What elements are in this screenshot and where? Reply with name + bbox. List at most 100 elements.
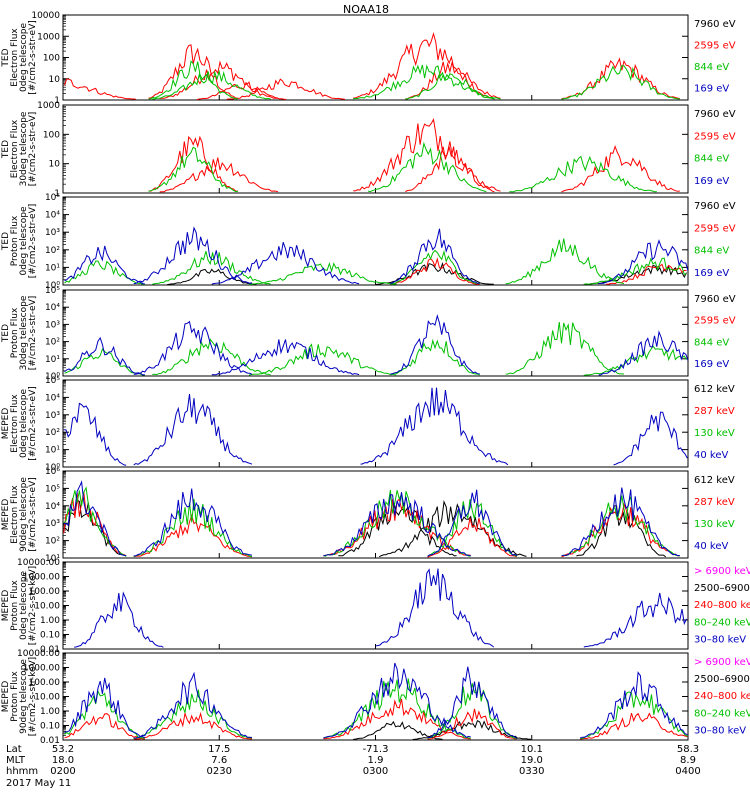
footer-mlt-value: 18.0	[52, 755, 74, 766]
series-trace	[580, 712, 688, 740]
series-trace	[64, 677, 146, 739]
footer-mlt-value: 19.0	[521, 755, 543, 766]
y-axis-label-line: Proton Flux	[10, 671, 20, 722]
legend-entry: 2595 eV	[694, 131, 736, 142]
legend-entry: 7960 eV	[694, 109, 736, 120]
y-axis-label-line: Proton Flux	[10, 580, 20, 631]
legend-entry: 2595 eV	[694, 316, 736, 327]
legend-entry: 240–800 keV	[694, 600, 750, 611]
legend-entry: 844 eV	[694, 62, 729, 73]
series-trace	[211, 242, 360, 285]
y-tick-label: 100	[43, 54, 60, 64]
series-trace	[63, 402, 127, 466]
traces	[148, 117, 680, 193]
y-tick-label: 10¹	[45, 554, 60, 564]
series-trace	[148, 135, 238, 192]
figure-title: NOAA18	[343, 3, 389, 16]
series-trace	[390, 249, 480, 285]
footer-hhmm-value: 0200	[50, 766, 75, 777]
series-trace	[598, 239, 688, 285]
y-axis-label: TEDElectron Flux0deg telescope[#/cm2-s-s…	[1, 20, 38, 95]
series-trace	[561, 65, 680, 100]
y-axis-label-line: 0deg telescope	[19, 571, 29, 641]
y-axis-label-line: [#/cm2-s-str-eV]	[28, 204, 38, 279]
y-axis-label-line: [#/cm2-s-str-eV]	[28, 477, 38, 552]
panel-6: 10¹ 10² 10³ 10⁴ 10⁵ 10⁶ MEPEDElectron Flux90de…	[1, 467, 735, 564]
legend-entry: 130 keV	[694, 428, 735, 439]
series-trace	[167, 268, 257, 285]
series-trace	[159, 60, 279, 100]
footer-hhmm-value: 0400	[675, 766, 700, 777]
series-trace	[427, 682, 518, 739]
series-trace	[427, 489, 518, 557]
series-trace	[63, 491, 127, 557]
y-axis-label-line: [#/cm2-s-str-keV]	[28, 566, 38, 645]
series-trace	[580, 691, 688, 740]
series-trace	[248, 343, 397, 376]
series-trace	[579, 671, 688, 739]
legend-entry: > 6900 keV	[694, 566, 750, 577]
y-tick-label: 0.10	[40, 722, 60, 732]
y-axis-label-line: Electron Flux	[10, 394, 20, 453]
series-trace	[390, 338, 480, 376]
traces	[63, 480, 680, 558]
legend-entry: 130 keV	[694, 519, 735, 530]
y-tick-label: 10000.00	[17, 649, 60, 659]
y-tick-label: 10²	[45, 246, 60, 256]
y-tick-label: 10¹	[45, 446, 60, 456]
series-trace	[211, 339, 360, 376]
traces	[63, 387, 688, 466]
y-axis-label: TEDElectron Flux30deg telescope[#/cm2-s-…	[1, 111, 38, 186]
legend-entry: 2500–6900	[694, 674, 750, 685]
traces	[74, 568, 687, 648]
y-axis-label-line: [#/cm2-s-str-keV]	[28, 657, 38, 736]
y-axis-label-line: MEPED	[1, 681, 11, 713]
series-trace	[338, 502, 457, 557]
y-tick-label: 10⁴	[45, 211, 60, 221]
y-tick-label: 10³	[45, 228, 60, 238]
series-trace	[390, 228, 480, 285]
y-axis-label: MEPEDElectron Flux90deg telescope[#/cm2-…	[1, 477, 38, 552]
y-tick-label: 1000	[37, 32, 60, 42]
y-tick-label: 10⁴	[45, 502, 60, 512]
footer-lat-value: 10.1	[521, 744, 543, 755]
y-axis-label-line: 90deg telescope	[19, 659, 29, 734]
series-trace	[148, 146, 238, 193]
y-tick-label: 100	[43, 130, 60, 140]
legend-entry: 844 eV	[694, 246, 729, 257]
y-axis-label-line: 90deg telescope	[19, 477, 29, 552]
y-axis-label: TEDProton Flux30deg telescope[#/cm2-s-st…	[1, 295, 38, 370]
traces	[64, 226, 688, 285]
series-trace	[323, 698, 471, 740]
panel-4: 10⁰ 10¹ 10² 10³ 10⁴ 10⁵ TEDProton Flux30deg te…	[1, 286, 736, 382]
footer-lat-value: 17.5	[208, 744, 230, 755]
y-tick-label: 10.00	[34, 602, 60, 612]
series-trace	[133, 671, 253, 739]
y-tick-label: 10²	[45, 428, 60, 438]
y-axis-label: MEPEDElectron Flux0deg telescope[#/cm2-s…	[1, 386, 38, 461]
series-trace	[427, 666, 518, 739]
panel-frame	[62, 196, 689, 286]
footer-hhmm-value: 0330	[519, 766, 544, 777]
legend-entry: 40 keV	[694, 450, 728, 461]
y-tick-label: 1000.00	[23, 573, 60, 583]
series-trace	[405, 73, 495, 100]
y-tick-label: 10	[49, 160, 61, 170]
y-axis-label: MEPEDProton Flux90deg telescope[#/cm2-s-…	[1, 657, 38, 736]
legend-entry: > 6900 keV	[694, 657, 750, 668]
y-tick-label: 10³	[45, 320, 60, 330]
series-trace	[353, 117, 501, 192]
footer-mlt-value: 8.9	[680, 755, 696, 766]
series-trace	[64, 336, 145, 376]
panel-3: 10⁰ 10¹ 10² 10³ 10⁴ 10⁵ TEDProton Flux0deg tel…	[1, 193, 736, 291]
series-trace	[390, 257, 480, 285]
y-tick-label: 100.00	[29, 587, 61, 597]
series-trace	[367, 141, 487, 193]
series-trace	[133, 711, 253, 740]
series-trace	[63, 480, 127, 557]
series-trace	[323, 662, 471, 739]
